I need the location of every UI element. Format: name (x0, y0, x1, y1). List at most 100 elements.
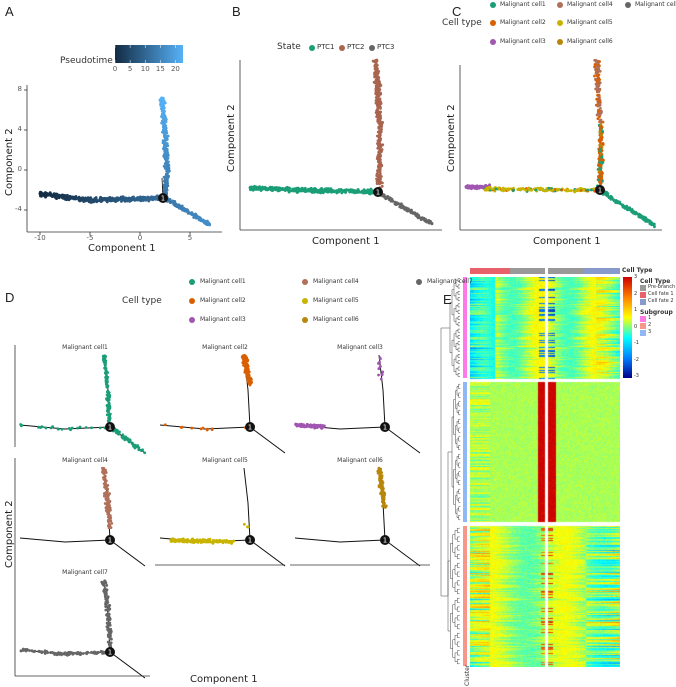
celltype-legend-label-d: Malignant cell2 (200, 297, 246, 304)
panel-label-c: C (452, 4, 462, 19)
cell-point (519, 187, 522, 191)
facet-point (108, 492, 112, 496)
facet-point (309, 425, 312, 429)
facet-point (242, 360, 245, 364)
cell-type-legend-label: Cell fate 2 (648, 298, 674, 304)
state-point-ptc2 (376, 177, 380, 180)
celltype-legend-dot (557, 20, 563, 26)
facet-point (180, 425, 184, 429)
facet-point (380, 372, 384, 376)
cell-point (600, 175, 604, 178)
facet-point (305, 425, 308, 429)
cell-point (527, 187, 531, 190)
pseudotime-point (42, 192, 46, 196)
state-point-ptc1 (351, 188, 355, 192)
facet-point (302, 424, 306, 428)
pseudotime-point (164, 126, 168, 130)
facet-point (110, 521, 114, 525)
facet-point (59, 651, 62, 655)
state-point-ptc1 (344, 190, 348, 194)
pseudotime-tick: 5 (127, 65, 133, 73)
a-y-tick-label: -4 (15, 205, 22, 213)
celltype-legend-label: Malignant cell3 (500, 38, 546, 45)
pseudotime-tick: 20 (170, 65, 180, 73)
facet-point (248, 383, 252, 387)
cell-point (596, 117, 600, 121)
state-point-ptc1 (296, 186, 300, 190)
celltype-legend-dot-d (302, 279, 308, 285)
celltype-legend-label: Malignant cell4 (567, 1, 613, 8)
facet-point (190, 540, 194, 544)
pseudotime-tick: 10 (140, 65, 150, 73)
cell-point (565, 188, 569, 192)
subgroup-legend-title: Subgroup (640, 309, 673, 316)
pseudotime-point (185, 208, 189, 212)
state-point-ptc2 (377, 102, 380, 105)
pseudotime-point (99, 196, 103, 200)
state-point-ptc2 (377, 115, 380, 119)
state-point-ptc1 (261, 185, 264, 189)
pseudotime-point (117, 198, 121, 202)
facet-point (225, 539, 228, 542)
panel-label-a: A (5, 4, 14, 19)
pseudotime-point (162, 99, 165, 102)
facet-point (76, 426, 79, 430)
pseudotime-point (72, 197, 76, 201)
subgroup-legend-label: 1 (648, 315, 652, 321)
state-point-ptc2 (376, 98, 380, 102)
facet-point (104, 471, 108, 474)
cell-point (500, 188, 504, 191)
facet-point (106, 371, 110, 374)
state-point-ptc1 (327, 190, 331, 193)
celltype-legend-dot-d (302, 317, 308, 323)
colorbar-tick: 3 (634, 274, 638, 280)
facet-point (113, 428, 117, 432)
state-point-ptc2 (377, 125, 381, 129)
cell-point (645, 220, 649, 223)
pseudotime-point (44, 192, 48, 196)
state-point-ptc2 (375, 68, 379, 72)
state-point-ptc2 (376, 112, 379, 116)
pseudotime-point (165, 149, 169, 153)
state-point-ptc2 (378, 156, 381, 160)
facet-point (190, 426, 194, 430)
facet-point (43, 650, 47, 654)
facet-point (104, 589, 108, 593)
panel-label-b: B (232, 4, 241, 19)
b-branch-node (373, 187, 383, 197)
a-x-label: Component 1 (88, 243, 156, 254)
facet-point (105, 601, 109, 605)
pseudotime-point (97, 199, 101, 202)
celltype-legend-dot (557, 39, 563, 45)
pseudotime-point (195, 215, 199, 218)
state-point-ptc1 (356, 188, 360, 192)
facet-point (181, 540, 185, 544)
facet-trajectory (109, 539, 146, 567)
cell-point (599, 136, 602, 140)
facet-point (98, 426, 102, 430)
state-point-ptc1 (335, 190, 339, 193)
facet-point (81, 652, 85, 655)
cell-point (551, 188, 555, 192)
pseudotime-point (111, 196, 114, 200)
state-point-ptc1 (304, 190, 307, 194)
pseudotime-point (84, 199, 87, 203)
facet-point (126, 438, 130, 442)
facet-point (101, 470, 104, 474)
pseudotime-point (164, 178, 168, 182)
row-annotation-subgroup-3 (463, 382, 467, 522)
facet-point (84, 426, 88, 429)
facet-point (205, 427, 209, 431)
celltype-legend-title-d: Cell type (122, 296, 162, 306)
cell-point (471, 185, 475, 189)
facet-point (107, 394, 111, 398)
cell-point (600, 170, 603, 174)
celltype-legend-label-d: Malignant cell7 (427, 278, 473, 285)
cell-point (480, 185, 484, 189)
facet-point (108, 418, 111, 422)
cell-point (570, 189, 573, 193)
facet-point (136, 444, 140, 447)
state-point-ptc1 (298, 189, 302, 193)
state-legend-label: PTC1 (317, 43, 335, 51)
pseudotime-point (54, 195, 57, 198)
